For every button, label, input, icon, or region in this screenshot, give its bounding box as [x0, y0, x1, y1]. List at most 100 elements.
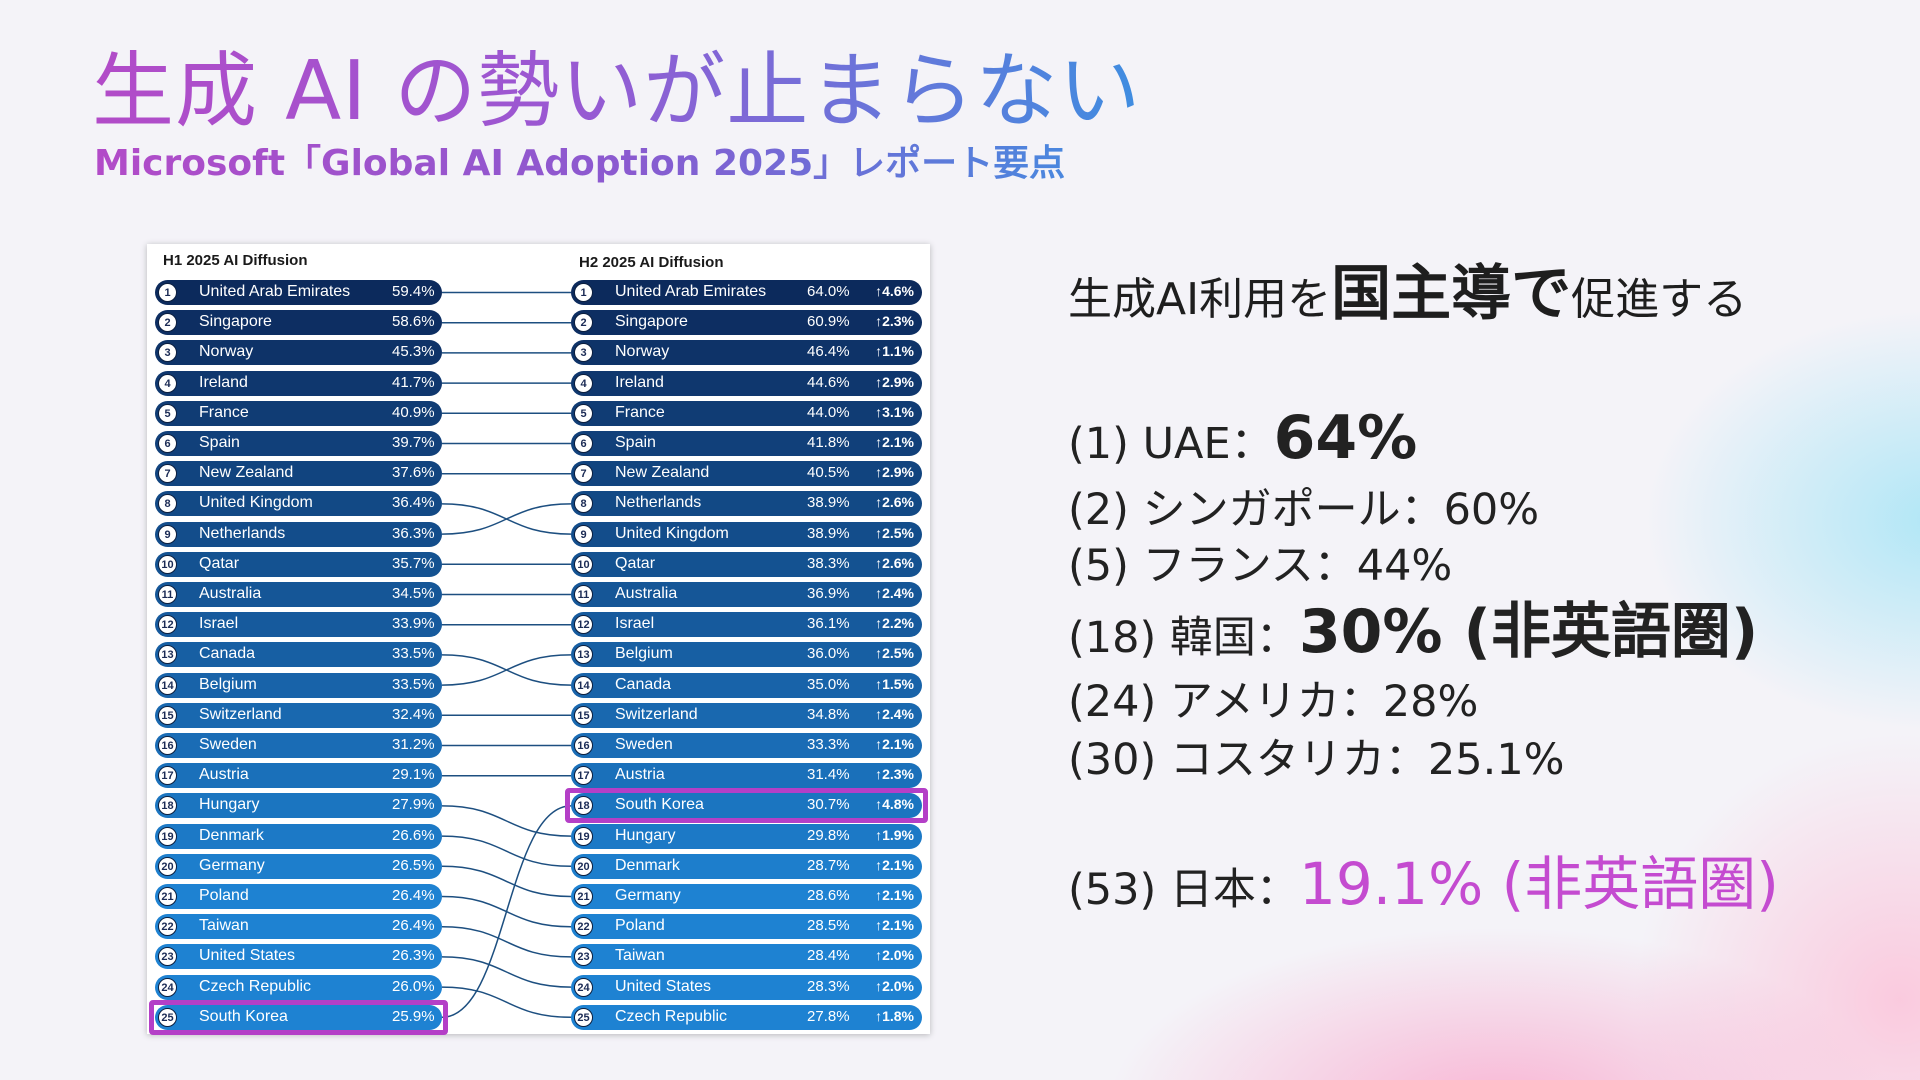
country-name: Hungary	[199, 796, 260, 814]
country-name: Austria	[199, 766, 249, 784]
diffusion-percent: 31.4%	[807, 766, 850, 784]
diffusion-percent: 45.3%	[392, 343, 435, 361]
diffusion-percent: 28.5%	[807, 917, 850, 935]
change-percent: ↑2.3%	[875, 766, 914, 783]
diffusion-percent: 64.0%	[807, 283, 850, 300]
rank-number: 8	[574, 494, 593, 514]
country-name: South Korea	[615, 796, 704, 814]
h2-rank-row: 8 Netherlands 38.9% ↑2.6%	[571, 491, 922, 517]
h1-rank-row: 22 Taiwan 26.4%	[155, 914, 442, 940]
diffusion-percent: 32.4%	[392, 705, 435, 723]
country-name: United Kingdom	[615, 524, 729, 542]
h1-rank-row: 7 New Zealand 37.6%	[155, 461, 442, 487]
h2-rank-row: 5 France 44.0% ↑3.1%	[571, 400, 922, 426]
country-name: Canada	[199, 645, 256, 663]
ai-diffusion-ranking-card: H1 2025 AI Diffusion H2 2025 AI Diffusio…	[147, 244, 930, 1035]
h2-highlight-box	[565, 788, 928, 824]
diffusion-percent: 33.5%	[392, 675, 435, 693]
diffusion-percent: 33.9%	[392, 615, 435, 633]
rank-number: 14	[158, 675, 177, 695]
rank-number: 10	[158, 554, 177, 574]
rank-change-links	[441, 291, 572, 1019]
link-belgium	[441, 654, 572, 686]
rank-number: 7	[574, 464, 593, 484]
h1-rank-row: 20 Germany 26.5%	[155, 853, 442, 879]
country-name: Belgium	[199, 675, 257, 693]
country-name: Taiwan	[615, 947, 665, 965]
diffusion-percent: 40.9%	[392, 403, 435, 421]
diffusion-percent: 35.7%	[392, 554, 435, 572]
h1-rank-row: 15 Switzerland 32.4%	[155, 702, 442, 728]
diffusion-percent: 37.6%	[392, 464, 435, 482]
rank-number: 25	[574, 1007, 593, 1027]
diffusion-percent: 38.3%	[807, 554, 850, 572]
diffusion-percent: 26.3%	[392, 947, 435, 965]
country-name: United States	[199, 947, 296, 965]
rank-number: 19	[574, 826, 593, 846]
country-name: Spain	[615, 434, 656, 451]
diffusion-percent: 39.7%	[392, 434, 435, 451]
country-name: Netherlands	[615, 494, 702, 512]
country-name: Denmark	[199, 826, 264, 844]
h1-rank-row: 25 South Korea 25.9%	[155, 1004, 442, 1030]
change-percent: ↑2.5%	[875, 645, 914, 662]
h2-rank-row: 19 Hungary 29.8% ↑1.9%	[571, 823, 922, 849]
h1-rank-row: 5 France 40.9%	[155, 400, 442, 426]
change-percent: ↑1.5%	[875, 675, 914, 692]
change-percent: ↑2.9%	[875, 464, 914, 481]
h2-rank-row: 17 Austria 31.4% ↑2.3%	[571, 763, 922, 789]
summary-line-label: (18) 韓国：	[1068, 613, 1299, 663]
country-name: New Zealand	[199, 464, 294, 482]
country-name: Hungary	[615, 826, 676, 844]
country-name: United States	[615, 977, 712, 995]
rank-number: 19	[158, 826, 177, 846]
rank-number: 18	[574, 796, 593, 816]
slide-title: 生成 AI の勢いが止まらない	[92, 44, 1142, 139]
change-percent: ↑2.1%	[875, 434, 914, 450]
rank-number: 15	[574, 705, 593, 725]
rank-number: 24	[158, 977, 177, 997]
h1-rank-row: 24 Czech Republic 26.0%	[155, 974, 442, 1000]
rank-number: 23	[574, 947, 593, 967]
country-name: Qatar	[199, 554, 240, 572]
rank-number: 20	[158, 856, 177, 876]
country-name: Ireland	[199, 373, 248, 391]
country-name: Czech Republic	[199, 977, 312, 995]
rank-number: 6	[158, 434, 177, 453]
country-name: Singapore	[615, 313, 688, 331]
diffusion-percent: 33.3%	[807, 736, 850, 753]
change-percent: ↑4.6%	[875, 283, 914, 299]
h1-rank-row: 12 Israel 33.9%	[155, 612, 442, 638]
rank-number: 9	[158, 524, 177, 544]
diffusion-percent: 26.4%	[392, 887, 435, 904]
diffusion-percent: 31.2%	[392, 736, 435, 753]
summary-line-japan: (53) 日本：19.1% (非英語圏)	[1068, 854, 1779, 920]
rank-number: 9	[574, 524, 593, 544]
diffusion-percent: 30.7%	[807, 796, 850, 814]
diffusion-percent: 27.8%	[807, 1007, 850, 1025]
diffusion-percent: 26.0%	[392, 977, 435, 995]
summary-line-uae: (1) UAE：64%	[1068, 408, 1417, 474]
change-percent: ↑2.6%	[875, 494, 914, 511]
h1-rank-row: 19 Denmark 26.6%	[155, 823, 442, 849]
change-percent: ↑2.5%	[875, 524, 914, 541]
diffusion-percent: 36.9%	[807, 585, 850, 602]
h2-rank-row: 12 Israel 36.1% ↑2.2%	[571, 612, 922, 638]
diffusion-percent: 29.1%	[392, 766, 435, 784]
h1-rank-row: 10 Qatar 35.7%	[155, 551, 442, 577]
country-name: United Kingdom	[199, 494, 313, 512]
summary-line-usa: (24) アメリカ：28%	[1068, 672, 1478, 732]
rank-number: 12	[158, 615, 177, 635]
country-name: Czech Republic	[615, 1007, 728, 1025]
h1-column-title: H1 2025 AI Diffusion	[163, 252, 308, 269]
change-percent: ↑1.9%	[875, 826, 914, 843]
diffusion-percent: 28.6%	[807, 887, 850, 904]
h2-rank-row: 3 Norway 46.4% ↑1.1%	[571, 340, 922, 366]
country-name: Sweden	[615, 736, 673, 753]
country-name: United Arab Emirates	[199, 283, 351, 300]
summary-line-costa-rica: (30) コスタリカ：25.1%	[1068, 730, 1565, 790]
h2-rank-row: 23 Taiwan 28.4% ↑2.0%	[571, 944, 922, 970]
h2-rank-row: 10 Qatar 38.3% ↑2.6%	[571, 551, 922, 577]
diffusion-percent: 41.8%	[807, 434, 850, 451]
change-percent: ↑1.1%	[875, 343, 914, 360]
